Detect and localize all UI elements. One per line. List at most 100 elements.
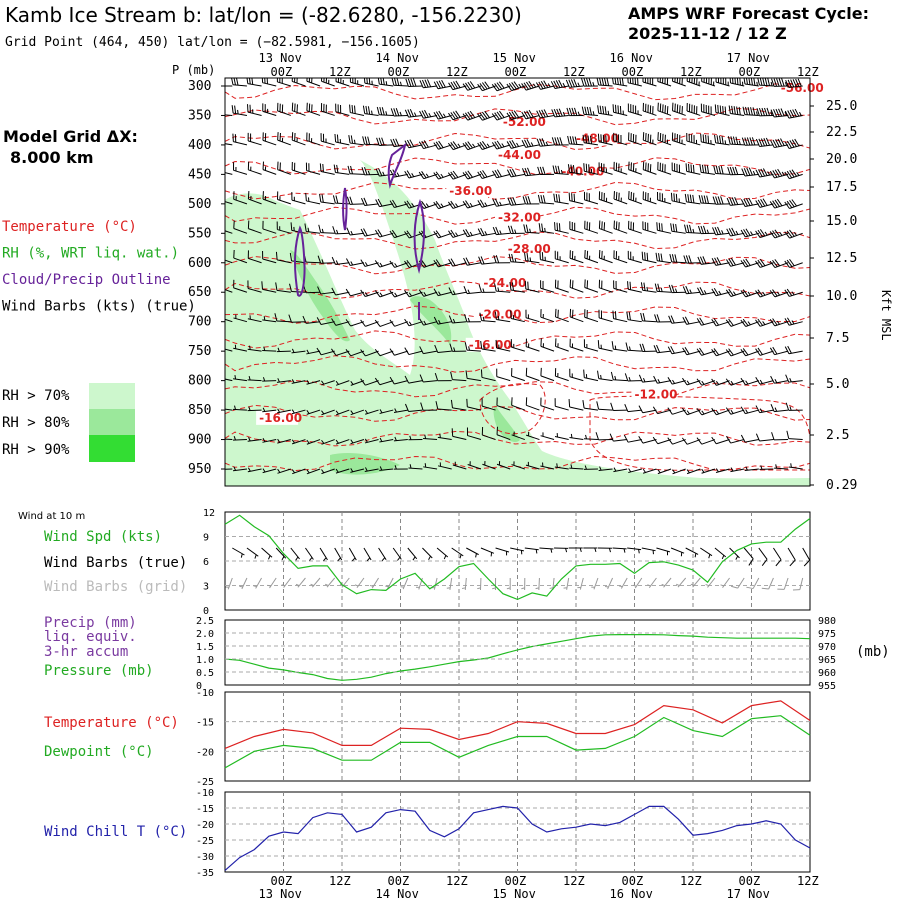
barb-flag [774, 199, 780, 207]
wind-barb [316, 317, 335, 325]
wind-barb [389, 319, 408, 327]
wind-barb [521, 80, 540, 91]
barb-flag [390, 139, 395, 147]
temperature-contour [225, 255, 810, 275]
wind-barb [360, 228, 379, 237]
barb-flag [434, 344, 439, 353]
wind-barb [757, 78, 774, 87]
barb-flag [246, 78, 249, 84]
barb-half-flag [443, 555, 447, 560]
barb-flag [734, 196, 739, 205]
pressure-tick-label: 850 [188, 403, 211, 418]
wind-barb [657, 468, 672, 475]
wind-barb [640, 282, 657, 293]
wind-barb [759, 465, 774, 470]
barb-half-flag [399, 111, 402, 116]
barb-half-flag [575, 169, 578, 174]
barb-flag [789, 258, 795, 267]
wind-barb [711, 378, 730, 386]
barb-flag [331, 256, 336, 265]
barb-half-flag [397, 557, 401, 561]
wind-barb [613, 132, 628, 146]
wind-barb [684, 224, 701, 234]
wind-barb [232, 133, 248, 146]
barb-flag [761, 107, 765, 116]
wind-barb-grid [777, 577, 789, 590]
temperature-contour [225, 430, 810, 447]
barb-flag [755, 200, 761, 208]
barb-flag [670, 315, 675, 324]
wind-barb [277, 438, 291, 444]
barb-flag [797, 78, 802, 87]
barb-flag [751, 137, 756, 146]
barb-half-flag [477, 587, 481, 590]
wind-barb [511, 431, 525, 441]
wind-barb [769, 198, 789, 209]
barb-flag [496, 140, 503, 148]
wind-barb-grid [400, 577, 409, 590]
bottom-date-label: 15 Nov [493, 887, 536, 900]
barb-staff [467, 406, 482, 411]
barb-flag [433, 142, 439, 150]
barb-staff [540, 405, 555, 411]
wind-barb [393, 408, 408, 414]
barb-half-flag [499, 230, 502, 235]
barb-flag [464, 171, 471, 179]
barb-flag [354, 105, 356, 114]
barb-half-flag [396, 172, 400, 177]
barb-flag [509, 197, 514, 206]
barb-flag [322, 163, 324, 173]
barb-half-flag [774, 407, 778, 412]
wind-barb [569, 279, 584, 293]
wind-barb [682, 285, 701, 295]
barb-flag [496, 82, 503, 90]
barb-flag [495, 255, 500, 264]
wind-barb [784, 258, 803, 268]
pressure-tick-label: 350 [188, 108, 211, 123]
wind-barb [521, 109, 540, 120]
barb-flag [441, 79, 446, 88]
barb-flag [740, 260, 746, 268]
temperature-contour [225, 181, 810, 200]
barb-half-flag [323, 557, 327, 562]
barb-flag [513, 110, 520, 118]
barb-flag [555, 194, 558, 203]
barb-half-flag [440, 173, 444, 178]
wind-barb [786, 430, 803, 441]
wind-barb [480, 340, 496, 352]
wind-barb [597, 133, 613, 146]
barb-flag [347, 165, 351, 174]
wind-barb [785, 374, 803, 383]
wind-barb [740, 258, 759, 268]
barb-flag [794, 108, 800, 117]
wind-barb-true [378, 547, 387, 562]
barb-half-flag [718, 290, 722, 295]
barb-flag [785, 402, 790, 411]
barb-half-flag [789, 377, 792, 383]
barb-flag [625, 342, 629, 351]
barb-flag [481, 141, 488, 149]
wind-barb-true [627, 547, 642, 554]
barb-half-flag [613, 467, 617, 472]
barb-half-flag [570, 433, 573, 438]
barb-flag [713, 318, 720, 326]
y-tick-label-left: 1.0 [196, 655, 214, 666]
wind-barb [536, 138, 555, 147]
barb-half-flag [676, 583, 680, 587]
wind-barb [597, 105, 613, 116]
barb-flag [450, 112, 456, 120]
barb-flag [377, 78, 380, 85]
barb-flag [524, 139, 529, 148]
barb-flag [553, 108, 558, 117]
barb-half-flag [364, 262, 368, 267]
wind-barb [671, 132, 686, 146]
wind-barb [511, 368, 525, 382]
barb-flag [786, 317, 793, 325]
wind-barb [770, 375, 789, 384]
barb-half-flag [521, 587, 525, 590]
barb-flag [583, 78, 587, 87]
barb-flag [538, 81, 544, 90]
barb-flag [360, 197, 366, 206]
wind-barb [711, 257, 730, 266]
